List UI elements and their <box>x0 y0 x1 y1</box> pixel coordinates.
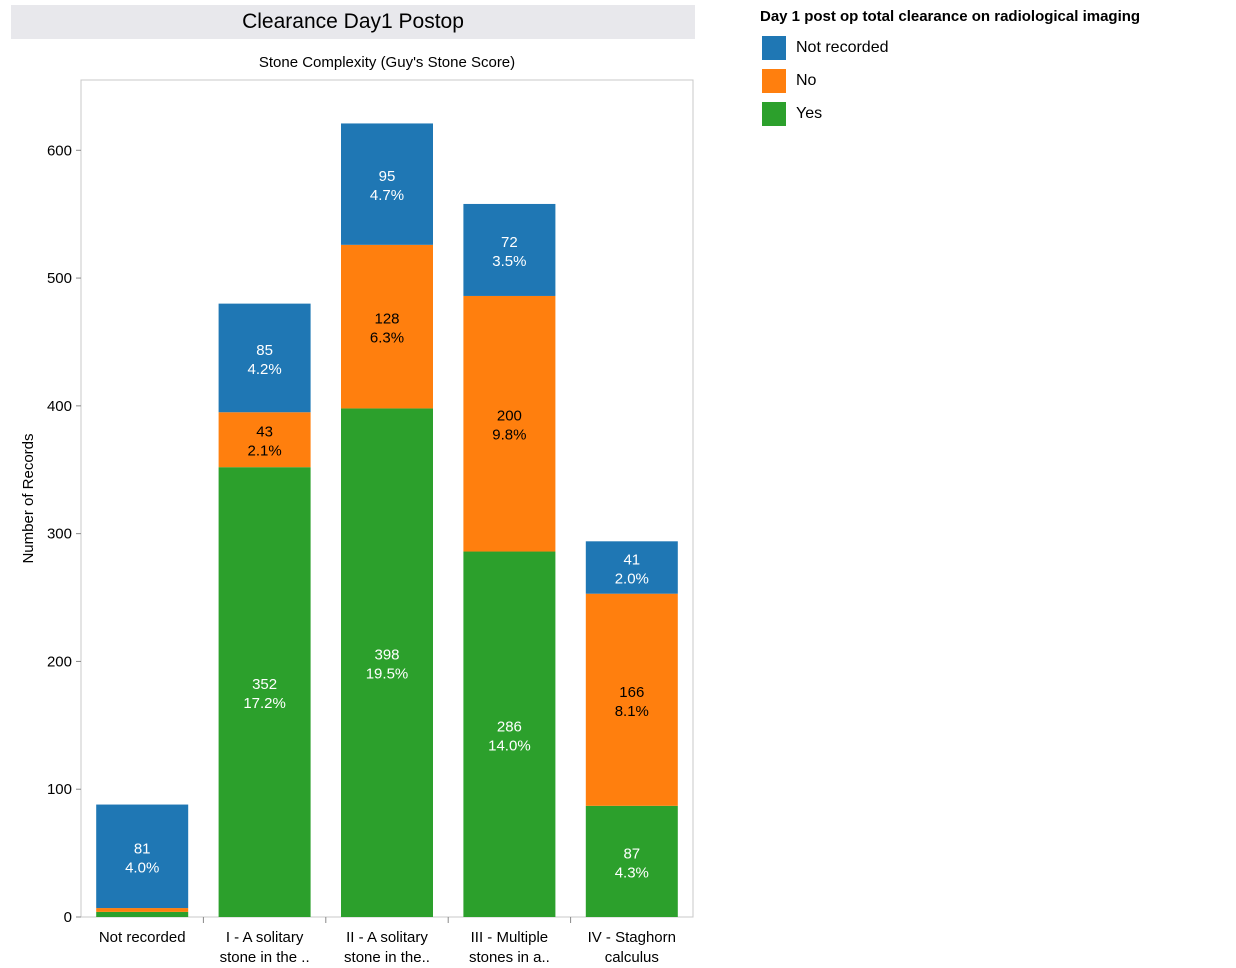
y-tick-label: 500 <box>47 270 72 287</box>
bar-no <box>96 908 189 912</box>
bar-yes <box>463 551 556 917</box>
data-label-count: 85 <box>256 342 273 359</box>
legend-title: Day 1 post op total clearance on radiolo… <box>760 8 1141 25</box>
bar-not-recorded <box>585 541 678 594</box>
x-tick-label: I - A solitary <box>226 929 304 946</box>
data-label-count: 41 <box>623 552 640 569</box>
bar-not-recorded <box>463 203 556 296</box>
y-tick-label: 400 <box>47 398 72 415</box>
y-tick-label: 600 <box>47 142 72 159</box>
legend-swatch-not-recorded <box>762 35 786 60</box>
legend-item-no[interactable]: No <box>760 64 1140 97</box>
data-label-percent: 2.1% <box>247 443 281 460</box>
bar-not-recorded <box>341 123 433 245</box>
data-label-count: 286 <box>497 718 522 735</box>
data-label-count: 43 <box>256 424 273 441</box>
chart-title: Clearance Day1 Postop <box>242 10 464 33</box>
data-label-percent: 4.3% <box>615 864 649 881</box>
data-label-percent: 19.5% <box>366 666 409 683</box>
data-label-count: 398 <box>374 647 399 664</box>
y-tick-label: 100 <box>47 781 72 798</box>
legend: Day 1 post op total clearance on radiolo… <box>760 8 1140 130</box>
data-label-count: 166 <box>619 684 644 701</box>
legend-label: Not recorded <box>796 38 889 56</box>
data-label-percent: 4.0% <box>125 859 159 876</box>
x-tick-label: stone in the.. <box>344 949 430 966</box>
y-axis-label: Number of Records <box>20 433 37 563</box>
data-label-count: 200 <box>497 408 522 425</box>
data-label-count: 81 <box>134 840 151 857</box>
x-tick-label: calculus <box>605 949 659 966</box>
bar-yes <box>96 911 189 917</box>
data-label-percent: 9.8% <box>492 427 526 444</box>
data-label-count: 87 <box>623 845 640 862</box>
legend-item-yes[interactable]: Yes <box>760 97 1140 130</box>
bar-no <box>218 412 311 468</box>
chart-subtitle: Stone Complexity (Guy's Stone Score) <box>259 54 515 71</box>
data-label-percent: 4.2% <box>247 361 281 378</box>
x-tick-label: Not recorded <box>99 929 186 946</box>
data-label-percent: 2.0% <box>615 571 649 588</box>
x-tick-label: stone in the .. <box>220 949 310 966</box>
data-label-count: 352 <box>252 676 277 693</box>
data-label-percent: 3.5% <box>492 253 526 270</box>
legend-swatch-yes <box>762 101 786 126</box>
bar-yes <box>341 408 433 917</box>
bar-no <box>341 244 433 409</box>
data-label-count: 128 <box>374 311 399 328</box>
bar-no <box>585 593 678 806</box>
data-label-percent: 4.7% <box>370 187 404 204</box>
data-label-count: 95 <box>379 168 396 185</box>
data-label-percent: 8.1% <box>615 703 649 720</box>
bar-not-recorded <box>96 804 189 909</box>
y-tick-label: 300 <box>47 526 72 543</box>
x-tick-label: stones in a.. <box>469 949 550 966</box>
bar-no <box>463 295 556 552</box>
x-tick-label: IV - Staghorn <box>588 929 676 946</box>
legend-item-not-recorded[interactable]: Not recorded <box>760 31 1140 64</box>
bar-yes <box>218 467 311 917</box>
legend-label: No <box>796 71 817 89</box>
data-label-percent: 6.3% <box>370 330 404 347</box>
chart-title-bar: Clearance Day1 Postop <box>11 5 695 39</box>
legend-swatch-no <box>762 68 786 93</box>
data-label-percent: 14.0% <box>488 737 531 754</box>
data-label-percent: 17.2% <box>243 695 286 712</box>
x-tick-label: III - Multiple <box>471 929 549 946</box>
y-tick-label: 200 <box>47 653 72 670</box>
bar-not-recorded <box>218 303 311 413</box>
data-label-count: 72 <box>501 234 518 251</box>
legend-label: Yes <box>796 104 823 122</box>
bar-yes <box>585 805 678 917</box>
x-tick-label: II - A solitary <box>346 929 428 946</box>
y-tick-label: 0 <box>64 909 72 926</box>
